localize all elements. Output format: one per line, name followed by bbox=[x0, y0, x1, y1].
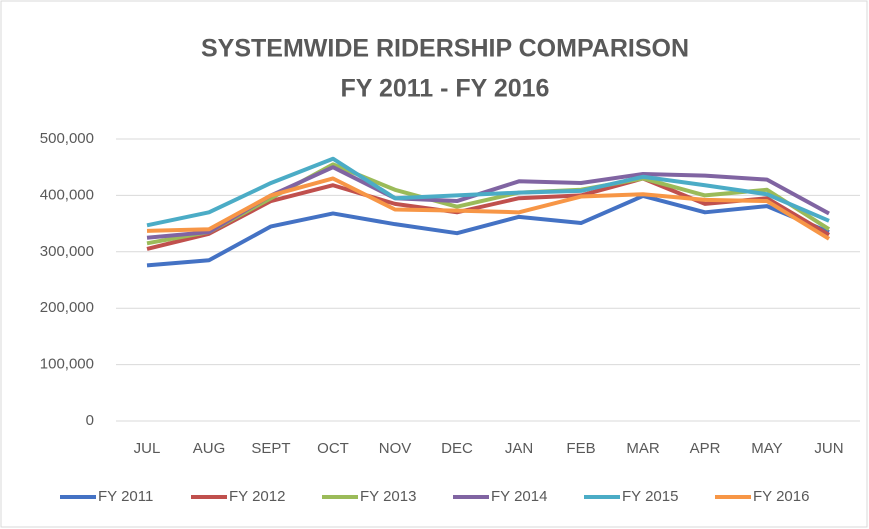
x-tick-label: NOV bbox=[379, 440, 412, 457]
x-tick-label: DEC bbox=[441, 440, 473, 457]
x-tick-label: FEB bbox=[566, 440, 595, 457]
x-tick-label: JUL bbox=[134, 440, 161, 457]
x-tick-label: AUG bbox=[193, 440, 226, 457]
x-tick-label: MAY bbox=[751, 440, 782, 457]
series-line bbox=[146, 162, 831, 246]
legend-label: FY 2015 bbox=[622, 488, 678, 505]
chart-title: SYSTEMWIDE RIDERSHIP COMPARISON bbox=[201, 35, 689, 63]
y-tick-label: 200,000 bbox=[40, 299, 94, 316]
y-tick-label: 100,000 bbox=[40, 356, 94, 373]
series-line bbox=[146, 176, 831, 241]
legend-label: FY 2014 bbox=[491, 488, 547, 505]
legend-label: FY 2016 bbox=[753, 488, 809, 505]
x-tick-label: JAN bbox=[505, 440, 533, 457]
series-line bbox=[146, 176, 831, 251]
y-tick-label: 0 bbox=[86, 412, 94, 429]
legend-label: FY 2013 bbox=[360, 488, 416, 505]
x-tick-label: OCT bbox=[317, 440, 349, 457]
legend-label: FY 2011 bbox=[98, 488, 153, 505]
chart-subtitle: FY 2011 - FY 2016 bbox=[341, 75, 550, 103]
legend-label: FY 2012 bbox=[229, 488, 285, 505]
x-tick-label: SEPT bbox=[251, 440, 290, 457]
y-tick-label: 300,000 bbox=[40, 243, 94, 260]
x-tick-label: JUN bbox=[814, 440, 843, 457]
x-tick-label: APR bbox=[690, 440, 721, 457]
series-line bbox=[146, 156, 830, 228]
y-tick-label: 500,000 bbox=[40, 130, 94, 147]
y-tick-label: 400,000 bbox=[40, 186, 94, 203]
x-tick-label: MAR bbox=[626, 440, 660, 457]
series-line bbox=[146, 193, 830, 268]
